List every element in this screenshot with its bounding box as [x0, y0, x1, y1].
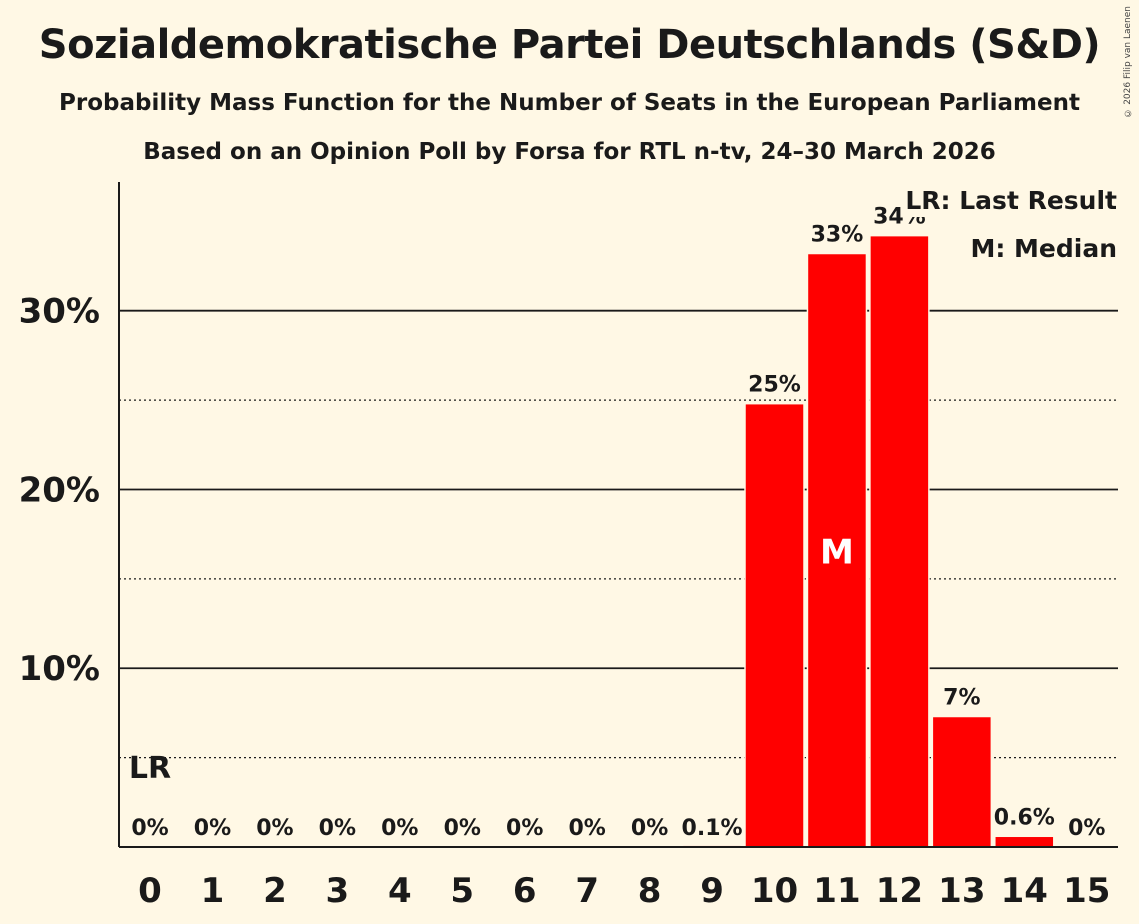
chart-subtitle: Probability Mass Function for the Number…	[59, 90, 1080, 116]
bar	[994, 835, 1055, 848]
gridlines	[119, 309, 1118, 759]
x-tick-label: 13	[938, 871, 985, 911]
data-label: 0%	[131, 816, 168, 841]
x-tick-label: 15	[1063, 871, 1110, 911]
x-tick-label: 4	[388, 871, 412, 911]
x-tick-label: 12	[876, 871, 923, 911]
data-label: 0.1%	[682, 816, 743, 841]
x-tick-label: 10	[751, 871, 798, 911]
legend-background	[966, 232, 1121, 265]
bar	[806, 252, 868, 848]
x-tick-label: 7	[575, 871, 599, 911]
chart-source-note: Based on an Opinion Poll by Forsa for RT…	[143, 139, 996, 165]
axes: 10%20%30%0 1 2 3 4 5 6 7 8 9 10 11 12 13 14 15	[19, 182, 1118, 911]
data-label: 0%	[319, 816, 356, 841]
median-marker: M	[820, 533, 854, 573]
last-result-marker: LR	[129, 751, 171, 786]
y-tick-label: 10%	[19, 649, 100, 689]
data-label: 0%	[194, 816, 231, 841]
legend-last-result: LR: Last Result	[905, 186, 1117, 215]
y-tick-label: 20%	[19, 470, 100, 510]
bar	[931, 715, 993, 848]
data-label: 0%	[631, 816, 668, 841]
x-tick-label: 1	[201, 871, 225, 911]
data-label: 0%	[1068, 816, 1105, 841]
bar	[869, 234, 930, 848]
y-tick-label: 30%	[19, 292, 100, 332]
data-label: 0%	[381, 816, 418, 841]
bar	[744, 402, 805, 848]
data-label: 0%	[506, 816, 543, 841]
x-tick-label: 9	[700, 871, 724, 911]
x-tick-label: 3	[326, 871, 350, 911]
x-tick-label: 6	[513, 871, 537, 911]
data-label: 0%	[568, 816, 605, 841]
data-label: 33%	[811, 223, 864, 248]
data-labels: 0% 0% 0% 0% 0% 0% 0% 0% 0% 0.1%25%33%34%7%0.6% 0%M…	[129, 205, 1106, 841]
data-label: 0.6%	[994, 805, 1055, 830]
x-tick-label: 8	[638, 871, 662, 911]
data-label: 0%	[256, 816, 293, 841]
legend: LR: Last Result M: Median	[901, 184, 1122, 265]
legend-background	[901, 184, 1122, 217]
chart-title: Sozialdemokratische Partei Deutschlands …	[38, 22, 1101, 68]
bars	[681, 234, 1055, 848]
x-tick-label: 14	[1001, 871, 1048, 911]
data-label: 0%	[444, 816, 481, 841]
x-tick-label: 11	[813, 871, 860, 911]
x-tick-label: 2	[263, 871, 287, 911]
legend-median: M: Median	[970, 234, 1117, 263]
x-tick-label: 5	[450, 871, 474, 911]
x-tick-label: 0	[138, 871, 162, 911]
data-label: 7%	[943, 686, 980, 711]
data-label: 25%	[748, 373, 801, 398]
